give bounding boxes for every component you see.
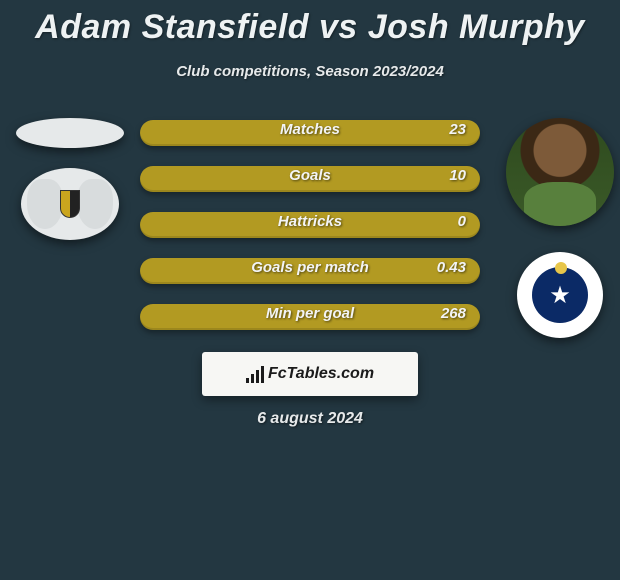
stat-value-right: 0 [458, 213, 466, 230]
stat-label: Matches [280, 121, 340, 138]
stats-panel: Matches 23 Goals 10 Hattricks 0 Goals per matc… [140, 120, 480, 330]
shield-icon [60, 190, 80, 218]
stat-label: Goals [289, 167, 331, 184]
club-crest-right: ★ [517, 252, 603, 338]
stat-label: Min per goal [266, 305, 354, 322]
stat-label: Goals per match [251, 259, 369, 276]
stat-label: Hattricks [278, 213, 342, 230]
stat-row: Hattricks 0 [140, 212, 480, 238]
brand-text: FcTables.com [268, 365, 374, 383]
brand-badge: FcTables.com [202, 352, 418, 396]
avatar-right [506, 118, 614, 226]
page-title: Adam Stansfield vs Josh Murphy [0, 0, 620, 47]
date-label: 6 august 2024 [0, 410, 620, 428]
avatar-left-placeholder [16, 118, 124, 148]
stat-row: Matches 23 [140, 120, 480, 146]
star-icon: ★ [549, 281, 571, 310]
stat-value-right: 0.43 [437, 259, 466, 276]
player-left-column [10, 118, 130, 240]
stat-row: Goals per match 0.43 [140, 258, 480, 284]
stat-row: Min per goal 268 [140, 304, 480, 330]
stat-value-right: 268 [441, 305, 466, 322]
bar-chart-icon [246, 365, 264, 383]
player-right-column: ★ [500, 118, 620, 338]
stat-value-right: 23 [449, 121, 466, 138]
subtitle: Club competitions, Season 2023/2024 [0, 63, 620, 80]
moon-icon [555, 262, 567, 274]
stat-value-right: 10 [449, 167, 466, 184]
club-crest-left [21, 168, 119, 240]
stat-row: Goals 10 [140, 166, 480, 192]
